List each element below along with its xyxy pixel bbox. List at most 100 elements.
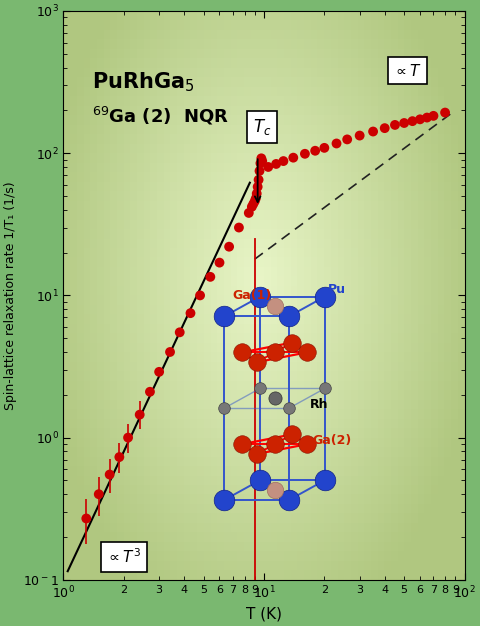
- Bar: [104, 343, 110, 352]
- Bar: [431, 144, 438, 153]
- Bar: [351, 447, 358, 456]
- Bar: [264, 570, 271, 580]
- Bar: [431, 305, 438, 314]
- Bar: [184, 191, 191, 200]
- Bar: [157, 371, 164, 381]
- Bar: [204, 419, 211, 428]
- Bar: [130, 324, 137, 333]
- Bar: [291, 399, 298, 409]
- Bar: [224, 163, 230, 172]
- Bar: [337, 371, 344, 381]
- Bar: [271, 456, 277, 466]
- Bar: [337, 561, 344, 570]
- Bar: [277, 419, 284, 428]
- Bar: [271, 277, 277, 286]
- Bar: [311, 552, 317, 561]
- Bar: [70, 257, 77, 267]
- Bar: [291, 134, 298, 144]
- Bar: [164, 352, 170, 362]
- Bar: [444, 532, 451, 542]
- Bar: [170, 267, 177, 277]
- Bar: [451, 78, 458, 87]
- Bar: [284, 333, 291, 343]
- Bar: [237, 390, 244, 399]
- Bar: [424, 371, 431, 381]
- Bar: [164, 257, 170, 267]
- Bar: [84, 286, 90, 295]
- Bar: [444, 419, 451, 428]
- Bar: [197, 466, 204, 476]
- Bar: [204, 324, 211, 333]
- Bar: [84, 210, 90, 220]
- Bar: [424, 532, 431, 542]
- Bar: [331, 144, 337, 153]
- Bar: [264, 343, 271, 352]
- Bar: [291, 428, 298, 438]
- Bar: [458, 428, 465, 438]
- Bar: [418, 96, 424, 106]
- Bar: [371, 172, 378, 182]
- Bar: [150, 153, 157, 163]
- Bar: [211, 390, 217, 399]
- Bar: [418, 390, 424, 399]
- Bar: [90, 381, 97, 390]
- Bar: [358, 277, 364, 286]
- Bar: [458, 239, 465, 248]
- Bar: [124, 428, 130, 438]
- Bar: [104, 68, 110, 78]
- Bar: [237, 295, 244, 305]
- Bar: [177, 106, 184, 115]
- Bar: [351, 399, 358, 409]
- Bar: [184, 305, 191, 314]
- Bar: [104, 200, 110, 210]
- Bar: [63, 163, 70, 172]
- Bar: [397, 153, 404, 163]
- Bar: [224, 485, 230, 495]
- Bar: [230, 362, 237, 371]
- Bar: [431, 314, 438, 324]
- Bar: [378, 68, 384, 78]
- Bar: [137, 68, 144, 78]
- Bar: [298, 305, 304, 314]
- Bar: [344, 163, 351, 172]
- Bar: [84, 466, 90, 476]
- Bar: [317, 438, 324, 447]
- Bar: [224, 87, 230, 96]
- Bar: [217, 542, 224, 552]
- Bar: [364, 324, 371, 333]
- Bar: [391, 532, 397, 542]
- Bar: [170, 30, 177, 39]
- Bar: [331, 257, 337, 267]
- Bar: [404, 371, 411, 381]
- Bar: [157, 49, 164, 58]
- Bar: [271, 447, 277, 456]
- Bar: [337, 248, 344, 257]
- Bar: [404, 295, 411, 305]
- Bar: [331, 542, 337, 552]
- Bar: [217, 504, 224, 513]
- Bar: [150, 381, 157, 390]
- Bar: [311, 286, 317, 295]
- Bar: [257, 324, 264, 333]
- Bar: [344, 428, 351, 438]
- Bar: [211, 305, 217, 314]
- Bar: [224, 447, 230, 456]
- Bar: [117, 419, 124, 428]
- Bar: [217, 381, 224, 390]
- Bar: [271, 172, 277, 182]
- Bar: [424, 210, 431, 220]
- Bar: [244, 561, 251, 570]
- Bar: [224, 532, 230, 542]
- Bar: [157, 153, 164, 163]
- Bar: [371, 552, 378, 561]
- Bar: [451, 229, 458, 239]
- Bar: [264, 125, 271, 134]
- Bar: [384, 542, 391, 552]
- Bar: [451, 371, 458, 381]
- Bar: [244, 106, 251, 115]
- Bar: [257, 523, 264, 532]
- Bar: [137, 78, 144, 87]
- Bar: [358, 371, 364, 381]
- Bar: [77, 428, 84, 438]
- Bar: [230, 495, 237, 504]
